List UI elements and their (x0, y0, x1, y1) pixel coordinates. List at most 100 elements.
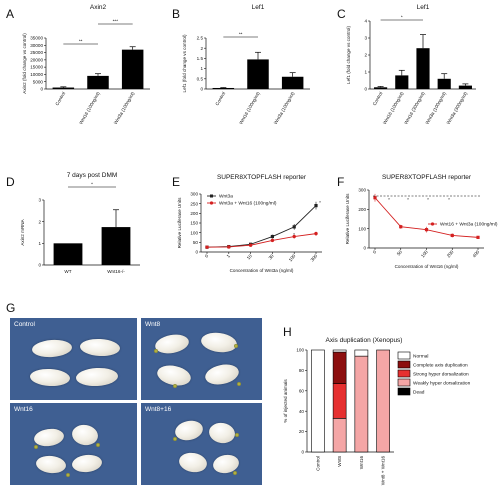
chart-e-x-tick-label: 10 (246, 253, 253, 260)
chart-e-x-tick-label: 300 (310, 253, 319, 262)
embryo-image (173, 418, 205, 443)
chart-h-x-tick-label: Wnt8 (337, 456, 342, 467)
chart-c-bar (374, 87, 388, 89)
chart-b-x-tick-label: Wnt16 (100ng/ml) (238, 91, 261, 126)
chart-f-x-tick-label: 0 (372, 249, 378, 255)
chart-e-significance-label: * (293, 232, 295, 237)
chart-b-bar (247, 59, 269, 89)
chart-a-x-tick-label: Control (54, 91, 66, 106)
chart-e-point (314, 204, 318, 208)
panel-label-d: D (6, 175, 15, 189)
chart-e-y-tick-label: 50 (193, 240, 199, 245)
chart-a-bar (121, 49, 144, 89)
chart-e-point (314, 231, 318, 236)
chart-f-legend-label: Wnt16 + Wnt3a (100ng/ml) (440, 222, 498, 228)
chart-c-bar (437, 78, 451, 89)
chart-f-y-tick-label: 200 (358, 207, 366, 212)
chart-c-x-tick-label: Control (372, 91, 384, 106)
chart-a-title: Axin2 (90, 4, 107, 11)
chart-f-x-tick-label: 100 (420, 249, 429, 258)
panel-label-g: G (6, 301, 15, 315)
chart-a-y-tick-label: 25000 (30, 50, 43, 55)
embryo-image (32, 426, 66, 449)
chart-a-y-tick-label: 5000 (33, 79, 44, 84)
chart-h-y-tick-label: 60 (299, 388, 305, 393)
chart-d-y-tick-label: 0 (38, 263, 41, 268)
chart-e-title: SUPER8XTOPFLASH reporter (217, 174, 307, 181)
chart-h-bar-segment (311, 349, 325, 453)
embryo-eye (96, 443, 100, 447)
embryo-eye (34, 445, 38, 449)
photo-control: Control (10, 318, 137, 400)
photo-wnt16: Wnt16 (10, 403, 137, 485)
panel-label-a: A (6, 7, 14, 21)
chart-h-legend-swatch (397, 387, 411, 396)
chart-a-y-tick-label: 35000 (30, 36, 43, 41)
chart-h-legend-swatch (397, 378, 411, 387)
chart-a-y-tick-label: 0 (40, 87, 43, 92)
chart-a-y-axis-label: Axin2 (fold change vs control) (22, 33, 27, 94)
chart-c-y-tick-label: 0 (364, 87, 367, 92)
chart-d-title: 7 days post DMM (67, 172, 118, 179)
chart-h-bar-segment (332, 383, 347, 419)
chart-c-x-tick-label: Wnt3a (100ng/ml) (424, 91, 447, 126)
chart-a-significance-label: ** (79, 39, 83, 44)
chart-f-x-tick-label: 400 (472, 249, 481, 258)
chart-b-y-tick-label: 1.5 (197, 56, 204, 61)
chart-h-legend-swatch (397, 360, 411, 369)
chart-f-y-tick-label: 100 (358, 226, 366, 231)
chart-d-x-tick-label: WT (64, 269, 71, 274)
embryo-image (29, 367, 71, 388)
chart-f-point (373, 196, 377, 200)
chart-d-y-tick-label: 3 (38, 198, 41, 203)
chart-b-title: Lef1 (252, 4, 265, 11)
chart-topflash-wnt16: 0 100 200 300 Relative Luciferase Units SUPER… (345, 174, 498, 269)
chart-h-legend-label: Dead (413, 389, 425, 395)
chart-f-y-tick-label: 300 (358, 188, 366, 193)
chart-d-y-tick-label: 2 (38, 219, 41, 224)
panel-label-f: F (337, 175, 344, 189)
chart-d-y-axis-label: Axin2 mRNA (20, 218, 25, 245)
chart-b-y-axis-label: Lef1 (fold change vs control) (182, 34, 187, 92)
chart-e-point (205, 245, 209, 249)
chart-a-y-tick-label: 15000 (30, 65, 43, 70)
embryo-eye (237, 382, 241, 386)
chart-a-significance-label: *** (113, 19, 119, 24)
chart-dmm: 0 1 2 3 Axin2 mRNA 7 days post DMM WT Wnt16-/- * (20, 172, 140, 274)
chart-c-x-tick-label: Wnt3a (300ng/ml) (446, 91, 469, 126)
chart-e-point (227, 245, 231, 249)
embryo-eye (154, 349, 158, 353)
chart-c-significance-label: * (401, 15, 403, 20)
chart-e-y-tick-label: 250 (190, 201, 198, 206)
chart-e-legend-label: Wnt3a + Wnt16 (100ng/ml) (219, 201, 277, 207)
chart-h-x-tick-label: Wnt8 + Wnt16 (381, 456, 386, 486)
chart-a-y-tick-label: 20000 (30, 57, 43, 62)
embryo-image (199, 330, 239, 355)
chart-h-y-axis-label: % of injected animals (283, 379, 288, 423)
embryo-image (31, 338, 73, 359)
embryo-image (177, 450, 209, 475)
chart-e-y-tick-label: 0 (195, 250, 198, 255)
chart-e-x-tick-label: 1 (226, 253, 232, 259)
chart-h-bar-segment (354, 355, 369, 453)
photo-label-wnt8-16: Wnt8+16 (145, 406, 172, 413)
embryo-image (153, 332, 191, 356)
photo-label-wnt16: Wnt16 (14, 406, 33, 413)
chart-e-legend-label: Wnt3a (219, 194, 233, 200)
chart-c-y-tick-label: 2 (364, 53, 367, 58)
chart-c-y-axis-label: Lef1 (fold change vs control) (346, 26, 351, 84)
chart-c-bar (458, 85, 472, 89)
chart-a-bar (87, 75, 109, 89)
panel-label-h: H (283, 325, 292, 339)
chart-h-legend-label: Complete axis duplication (413, 362, 468, 368)
chart-h-bar-segment (354, 349, 369, 357)
chart-h-x-tick-label: Wnt16 (359, 456, 364, 470)
chart-h-title: Axis duplication (Xenopus) (326, 337, 403, 344)
photo-label-wnt8: Wnt8 (145, 321, 161, 328)
embryo-eye (233, 471, 237, 475)
chart-b-bar (212, 87, 235, 89)
panel-label-b: B (172, 7, 180, 21)
chart-c-title: Lef1 (417, 4, 430, 11)
chart-e-point (248, 243, 253, 247)
